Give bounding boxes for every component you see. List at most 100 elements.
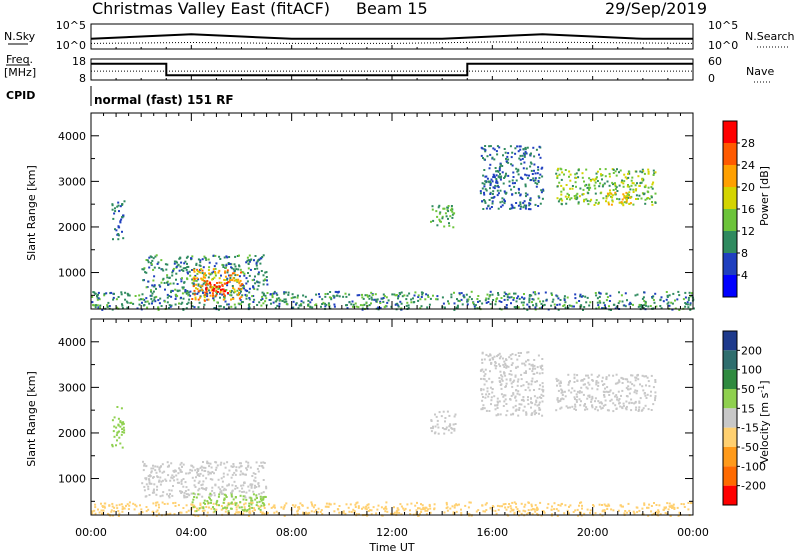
heatmap-cell: [551, 294, 553, 296]
heatmap-cell: [208, 506, 210, 509]
heatmap-cell: [495, 150, 498, 153]
heatmap-cell: [160, 480, 163, 483]
heatmap-cell: [463, 296, 466, 299]
heatmap-cell: [196, 507, 198, 510]
heatmap-cell: [453, 212, 456, 215]
heatmap-cell: [641, 297, 644, 300]
heatmap-cell: [128, 501, 131, 504]
heatmap-cell: [235, 506, 238, 509]
heatmap-cell: [585, 168, 588, 171]
heatmap-cell: [192, 466, 195, 469]
heatmap-cell: [223, 256, 226, 259]
heatmap-cell: [144, 271, 147, 274]
heatmap-cell: [427, 296, 430, 298]
heatmap-cell: [230, 266, 233, 269]
heatmap-cell: [504, 398, 507, 401]
heatmap-cell: [578, 504, 580, 507]
heatmap-cell: [581, 172, 584, 175]
heatmap-cell: [596, 375, 599, 378]
heatmap-cell: [162, 491, 165, 494]
heatmap-cell: [579, 501, 581, 504]
heatmap-cell: [540, 397, 543, 399]
heatmap-cell: [503, 148, 506, 150]
heatmap-cell: [566, 197, 568, 200]
heatmap-cell: [179, 511, 182, 514]
heatmap-cell: [490, 362, 492, 365]
heatmap-cell: [565, 202, 568, 205]
heatmap-cell: [166, 263, 169, 266]
heatmap-cell: [516, 365, 519, 368]
heatmap-cell: [602, 404, 605, 407]
heatmap-cell: [494, 367, 497, 370]
heatmap-cell: [248, 291, 251, 294]
heatmap-cell: [573, 305, 575, 308]
heatmap-cell: [655, 305, 658, 308]
heatmap-cell: [643, 291, 646, 294]
heatmap-cell: [514, 375, 517, 378]
heatmap-cell: [517, 352, 520, 354]
heatmap-cell: [159, 297, 162, 300]
heatmap-cell: [536, 380, 538, 383]
heatmap-cell: [209, 283, 212, 286]
heatmap-cell: [112, 238, 114, 241]
heatmap-cell: [121, 307, 124, 310]
heatmap-cell: [356, 501, 359, 504]
heatmap-cell: [456, 305, 459, 308]
heatmap-cell: [541, 388, 544, 391]
heatmap-cell: [199, 271, 202, 274]
heatmap-cell: [234, 274, 237, 277]
heatmap-cell: [428, 505, 431, 507]
heatmap-cell: [547, 503, 550, 506]
heatmap-cell: [496, 170, 499, 172]
heatmap-cell: [241, 301, 244, 303]
heatmap-cell: [653, 301, 656, 304]
heatmap-cell: [407, 304, 410, 307]
heatmap-cell: [176, 481, 179, 484]
heatmap-cell: [283, 301, 286, 304]
heatmap-cell: [191, 503, 194, 506]
heatmap-cell: [167, 474, 170, 477]
heatmap-cell: [261, 511, 264, 514]
heatmap-cell: [222, 290, 225, 293]
heatmap-cell: [541, 358, 544, 360]
heatmap-cell: [225, 266, 227, 269]
heatmap-cell: [235, 466, 238, 469]
heatmap-cell: [397, 297, 399, 300]
heatmap-cell: [500, 297, 503, 299]
heatmap-cell: [481, 200, 484, 203]
heatmap-cell: [213, 299, 216, 302]
heatmap-cell: [503, 295, 506, 297]
heatmap-cell: [529, 165, 532, 168]
heatmap-cell: [328, 503, 331, 506]
heatmap-cell: [143, 489, 146, 492]
heatmap-cell: [154, 300, 157, 303]
heatmap-cell: [262, 274, 265, 277]
heatmap-cell: [375, 512, 378, 515]
heatmap-cell: [441, 217, 444, 220]
heatmap-cell: [480, 389, 483, 392]
heatmap-cell: [601, 509, 604, 512]
heatmap-cell: [243, 506, 246, 509]
heatmap-cell: [205, 292, 208, 294]
heatmap-cell: [207, 298, 210, 301]
heatmap-cell: [197, 509, 200, 512]
heatmap-cell: [652, 169, 655, 172]
heatmap-cell: [100, 509, 103, 512]
heatmap-cell: [390, 512, 392, 515]
heatmap-cell: [239, 284, 242, 287]
heatmap-cell: [223, 506, 226, 509]
heatmap-cell: [499, 173, 501, 175]
heatmap-cell: [119, 220, 122, 223]
heatmap-cell: [310, 510, 313, 513]
heatmap-cell: [644, 300, 647, 303]
heatmap-cell: [258, 493, 261, 496]
heatmap-cell: [650, 409, 653, 411]
heatmap-cell: [504, 174, 507, 177]
heatmap-cell: [576, 192, 579, 195]
heatmap-cell: [615, 174, 618, 177]
heatmap-cell: [526, 308, 529, 311]
heatmap-cell: [460, 511, 463, 514]
heatmap-cell: [152, 464, 154, 467]
heatmap-cell: [243, 490, 245, 493]
heatmap-cell: [197, 515, 200, 517]
